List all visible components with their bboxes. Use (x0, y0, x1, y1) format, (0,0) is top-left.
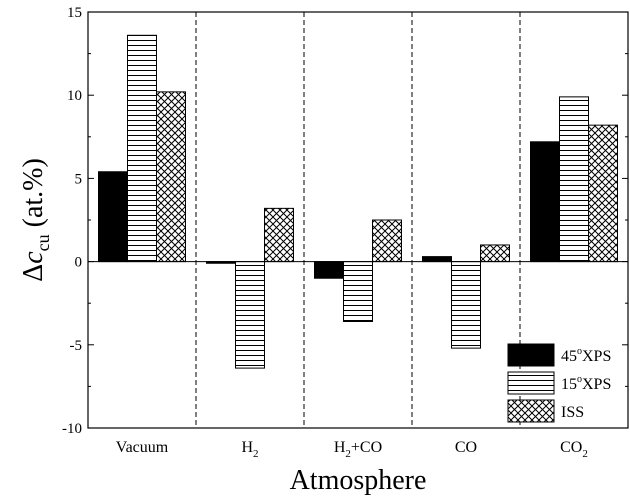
legend-label-base: 15 (561, 376, 577, 393)
y-tick-label: 15 (67, 5, 82, 21)
bar-iss-2 (372, 219, 402, 263)
x-tick-label-subscript: 2 (345, 448, 351, 460)
x-tick-label: CO (455, 439, 477, 456)
x-tick-label: Vacuum (116, 439, 169, 456)
x-tick-label-base: H (241, 439, 253, 456)
legend-label-45: 45oXPS (561, 346, 611, 365)
bar-45-3 (422, 256, 452, 263)
legend-label-iss: ISS (561, 404, 584, 421)
y-tick-label: -5 (70, 338, 83, 354)
bar-45-0 (98, 171, 128, 263)
x-tick-label-subscript: 2 (582, 448, 588, 460)
x-tick-label: H2+CO (334, 439, 382, 460)
legend-label-base: 45 (561, 348, 577, 365)
y-tick-label: -10 (62, 421, 82, 437)
axes: -10 -5 0 5 10 15 (62, 5, 629, 437)
bar-15-1 (235, 261, 265, 369)
y-axis-title-subscript: cu (33, 234, 53, 251)
legend-swatch-iss (507, 399, 555, 423)
legend-swatch-45 (507, 343, 555, 367)
x-tick-label-base: CO (455, 439, 477, 456)
legend-label-rest: XPS (582, 348, 611, 365)
bar-15-4 (559, 96, 589, 263)
x-tick-label-suffix: +CO (351, 439, 382, 456)
x-tick-label-base: Vacuum (116, 439, 169, 456)
bar-15-2 (343, 261, 373, 323)
legend-label-base: ISS (561, 404, 584, 421)
legend-label-15: 15oXPS (561, 374, 611, 393)
y-axis-title-symbol: c (18, 251, 49, 264)
x-tick-label-base: H (334, 439, 346, 456)
bar-15-0 (127, 34, 157, 263)
bar-15-3 (451, 261, 481, 349)
legend-label-rest: XPS (582, 376, 611, 393)
legend-label-superscript: o (577, 346, 582, 357)
legend-swatch-15 (507, 371, 555, 395)
bar-iss-3 (480, 244, 510, 263)
bar-45-4 (530, 141, 560, 263)
y-tick-label: 10 (67, 88, 82, 104)
y-axis-title-delta: Δ (18, 264, 49, 282)
y-axis-title-unit: (at.%) (18, 158, 49, 234)
bar-iss-0 (156, 91, 186, 263)
x-tick-label: CO2 (560, 439, 588, 460)
legend-label-superscript: o (577, 374, 582, 385)
bar-iss-1 (264, 207, 294, 263)
x-tick-label-subscript: 2 (253, 448, 259, 460)
x-tick-label-base: CO (560, 439, 582, 456)
y-axis-title: Δccu (at.%) (18, 158, 53, 282)
y-tick-label: 5 (75, 171, 83, 187)
y-tick-label: 0 (75, 255, 83, 271)
bar-iss-4 (588, 124, 618, 263)
x-tick-label: H2 (241, 439, 258, 460)
bar-45-2 (314, 261, 344, 279)
bars (98, 34, 618, 369)
x-axis-title: Atmosphere (290, 465, 427, 496)
